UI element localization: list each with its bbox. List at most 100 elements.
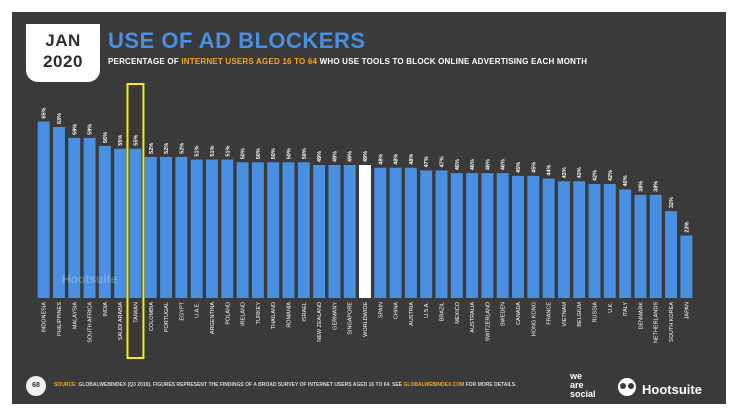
category-label-colombia: COLOMBIA bbox=[149, 302, 155, 331]
brand-was-line-2: are bbox=[570, 380, 584, 390]
category-label-thailand: THAILAND bbox=[271, 302, 277, 329]
category-label-u-s-a: U.S.A. bbox=[424, 302, 430, 318]
source-end: FOR MORE DETAILS. bbox=[464, 382, 517, 388]
value-label-malaysia: 59% bbox=[72, 124, 78, 135]
bar-switzerland bbox=[481, 173, 494, 298]
value-label-denmark: 38% bbox=[638, 181, 644, 192]
value-label-china: 48% bbox=[394, 154, 400, 165]
value-label-romania: 50% bbox=[286, 148, 292, 159]
category-label-switzerland: SWITZERLAND bbox=[485, 302, 491, 341]
value-label-thailand: 50% bbox=[271, 148, 277, 159]
category-label-sweden: SWEDEN bbox=[501, 302, 507, 326]
category-label-france: FRANCE bbox=[547, 302, 553, 325]
bar-ireland bbox=[236, 162, 249, 298]
bar-china bbox=[389, 167, 402, 298]
value-label-italy: 40% bbox=[623, 175, 629, 186]
category-label-poland: POLAND bbox=[225, 302, 231, 325]
bar-south-africa bbox=[83, 137, 96, 298]
bar-denmark bbox=[634, 194, 647, 298]
category-label-italy: ITALY bbox=[623, 302, 629, 317]
category-label-south-korea: SOUTH KOREA bbox=[669, 302, 675, 342]
category-label-russia: RUSSIA bbox=[593, 302, 599, 323]
bar-japan bbox=[680, 235, 693, 298]
value-label-canada: 45% bbox=[516, 162, 522, 173]
category-label-netherlands: NETHERLANDS bbox=[654, 302, 660, 343]
value-label-vietnam: 43% bbox=[562, 167, 568, 178]
bar-worldwide bbox=[359, 165, 371, 298]
bar-portugal bbox=[160, 156, 173, 298]
value-label-india: 56% bbox=[103, 132, 109, 143]
brand-was-line-1: we bbox=[570, 371, 583, 381]
subtitle-post: WHO USE TOOLS TO BLOCK ONLINE ADVERTISIN… bbox=[317, 57, 588, 66]
date-year: 2020 bbox=[43, 52, 83, 71]
value-label-worldwide: 49% bbox=[363, 151, 369, 162]
bar-vietnam bbox=[557, 181, 570, 298]
bar-sweden bbox=[496, 173, 509, 298]
category-label-germany: GERMANY bbox=[332, 302, 338, 330]
category-label-belgium: BELGIUM bbox=[577, 302, 583, 327]
value-label-france: 44% bbox=[547, 164, 553, 175]
bar-italy bbox=[619, 189, 632, 298]
bar-u-a-e bbox=[190, 159, 203, 298]
annotation-box-taiwan bbox=[126, 83, 145, 359]
subtitle-highlight: INTERNET USERS AGED 16 TO 64 bbox=[181, 57, 318, 66]
bar-thailand bbox=[267, 162, 280, 298]
value-label-belgium: 43% bbox=[577, 167, 583, 178]
category-label-india: INDIA bbox=[103, 302, 109, 317]
category-label-japan: JAPAN bbox=[684, 302, 690, 319]
bar-colombia bbox=[144, 156, 157, 298]
slide: JAN 2020 USE OF AD BLOCKERS PERCENTAGE O… bbox=[12, 12, 726, 404]
category-label-philippines: PHILIPPINES bbox=[57, 302, 63, 336]
value-label-ireland: 50% bbox=[241, 148, 247, 159]
category-label-portugal: PORTUGAL bbox=[164, 302, 170, 332]
bar-poland bbox=[221, 159, 234, 298]
value-label-singapore: 49% bbox=[348, 151, 354, 162]
hootsuite-owl-icon bbox=[618, 378, 636, 396]
bar-malaysia bbox=[68, 137, 81, 298]
category-label-vietnam: VIETNAM bbox=[562, 302, 568, 327]
category-label-mexico: MEXICO bbox=[455, 301, 461, 323]
category-label-u-a-e: U.A.E. bbox=[195, 302, 201, 318]
value-label-u-a-e: 51% bbox=[195, 145, 201, 156]
value-label-mexico: 46% bbox=[455, 159, 461, 170]
category-label-turkey: TURKEY bbox=[256, 302, 262, 325]
category-label-u-k: U.K. bbox=[608, 302, 614, 313]
page-number: 68 bbox=[26, 376, 46, 396]
value-label-colombia: 52% bbox=[149, 143, 155, 154]
value-label-u-s-a: 47% bbox=[424, 156, 430, 167]
bar-germany bbox=[328, 165, 341, 298]
value-label-israel: 50% bbox=[302, 148, 308, 159]
value-label-switzerland: 46% bbox=[485, 159, 491, 170]
category-label-indonesia: INDONESIA bbox=[42, 302, 48, 333]
bar-romania bbox=[282, 162, 295, 298]
bar-u-s-a bbox=[420, 170, 433, 298]
category-label-south-africa: SOUTH AFRICA bbox=[88, 302, 94, 343]
value-label-new-zealand: 49% bbox=[317, 151, 323, 162]
watermark-logo: Hootsuite bbox=[62, 272, 118, 286]
value-label-hong-kong: 45% bbox=[531, 162, 537, 173]
bar-new-zealand bbox=[313, 165, 326, 298]
bar-spain bbox=[374, 167, 387, 298]
hootsuite-logo: Hootsuite bbox=[642, 382, 702, 397]
value-label-brazil: 47% bbox=[440, 156, 446, 167]
value-label-austria: 48% bbox=[409, 154, 415, 165]
bar-russia bbox=[588, 184, 601, 298]
value-label-egypt: 52% bbox=[179, 143, 185, 154]
value-label-south-africa: 59% bbox=[88, 124, 94, 135]
chart-subtitle: PERCENTAGE OF INTERNET USERS AGED 16 TO … bbox=[108, 57, 587, 66]
bar-france bbox=[542, 178, 555, 298]
bar-south-korea bbox=[665, 211, 678, 298]
value-label-argentina: 51% bbox=[210, 145, 216, 156]
bar-chart: 65% INDONESIA 63% PHILIPPINES 59% MALAYSIA 59%… bbox=[37, 83, 693, 359]
source-link[interactable]: GLOBALWEBINDEX.COM bbox=[403, 382, 465, 388]
source-note: SOURCE: GLOBALWEBINDEX (Q3 2019). FIGURE… bbox=[54, 382, 517, 388]
value-label-south-korea: 32% bbox=[669, 197, 675, 208]
category-label-egypt: EGYPT bbox=[179, 301, 185, 320]
category-label-saudi-arabia: SAUDI ARABIA bbox=[118, 302, 124, 341]
bar-taiwan bbox=[129, 148, 142, 298]
value-label-poland: 51% bbox=[225, 145, 231, 156]
value-label-spain: 48% bbox=[378, 154, 384, 165]
value-label-turkey: 50% bbox=[256, 148, 262, 159]
bar-philippines bbox=[52, 127, 65, 298]
bar-netherlands bbox=[649, 194, 662, 298]
